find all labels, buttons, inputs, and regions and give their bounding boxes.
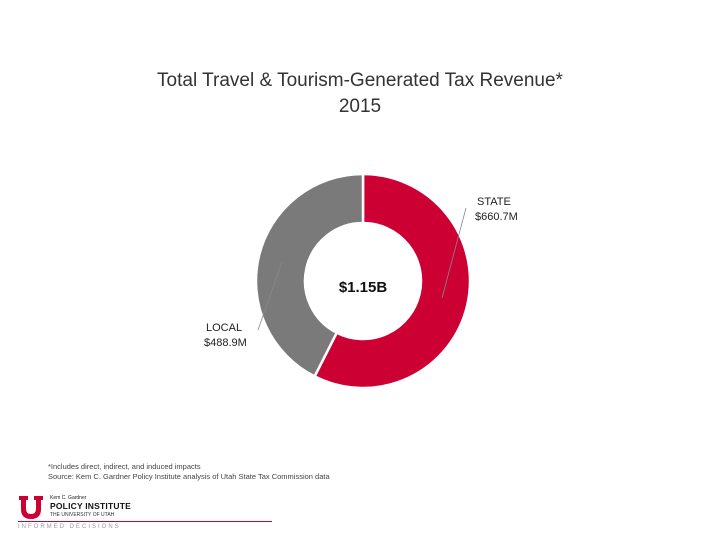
center-total-label: $1.15B [339,279,388,296]
footnote: *Includes direct, indirect, and induced … [48,462,330,482]
local-leader-line [257,261,283,331]
slice-label-state: STATE [477,196,511,208]
donut-slice-state [312,172,472,390]
policy-institute-logo: Kem C. Gardner POLICY INSTITUTE THE UNIV… [18,494,278,534]
logo-small-name: Kem C. Gardner [50,495,87,501]
logo-tagline: INFORMED DECISIONS [18,524,121,530]
chart-title: Total Travel & Tourism-Generated Tax Rev… [0,68,720,120]
chart-title-line2: 2015 [338,96,382,117]
logo-university-name: THE UNIVERSITY OF UTAH [50,512,115,518]
donut-slice-local [254,172,365,379]
slice-value-local: $488.9M [204,337,247,349]
state-leader-line [441,207,467,299]
footnote-line1: *Includes direct, indirect, and induced … [48,462,201,471]
slice-label-local: LOCAL [206,322,242,334]
logo-institute-name: POLICY INSTITUTE [50,501,131,511]
chart-title-line1: Total Travel & Tourism-Generated Tax Rev… [157,70,563,91]
logo-divider [18,521,272,522]
donut-slices [254,172,472,390]
university-u-icon [19,496,43,519]
footnote-source: Source: Kem C. Gardner Policy Institute … [48,472,330,481]
slice-value-state: $660.7M [475,211,518,223]
